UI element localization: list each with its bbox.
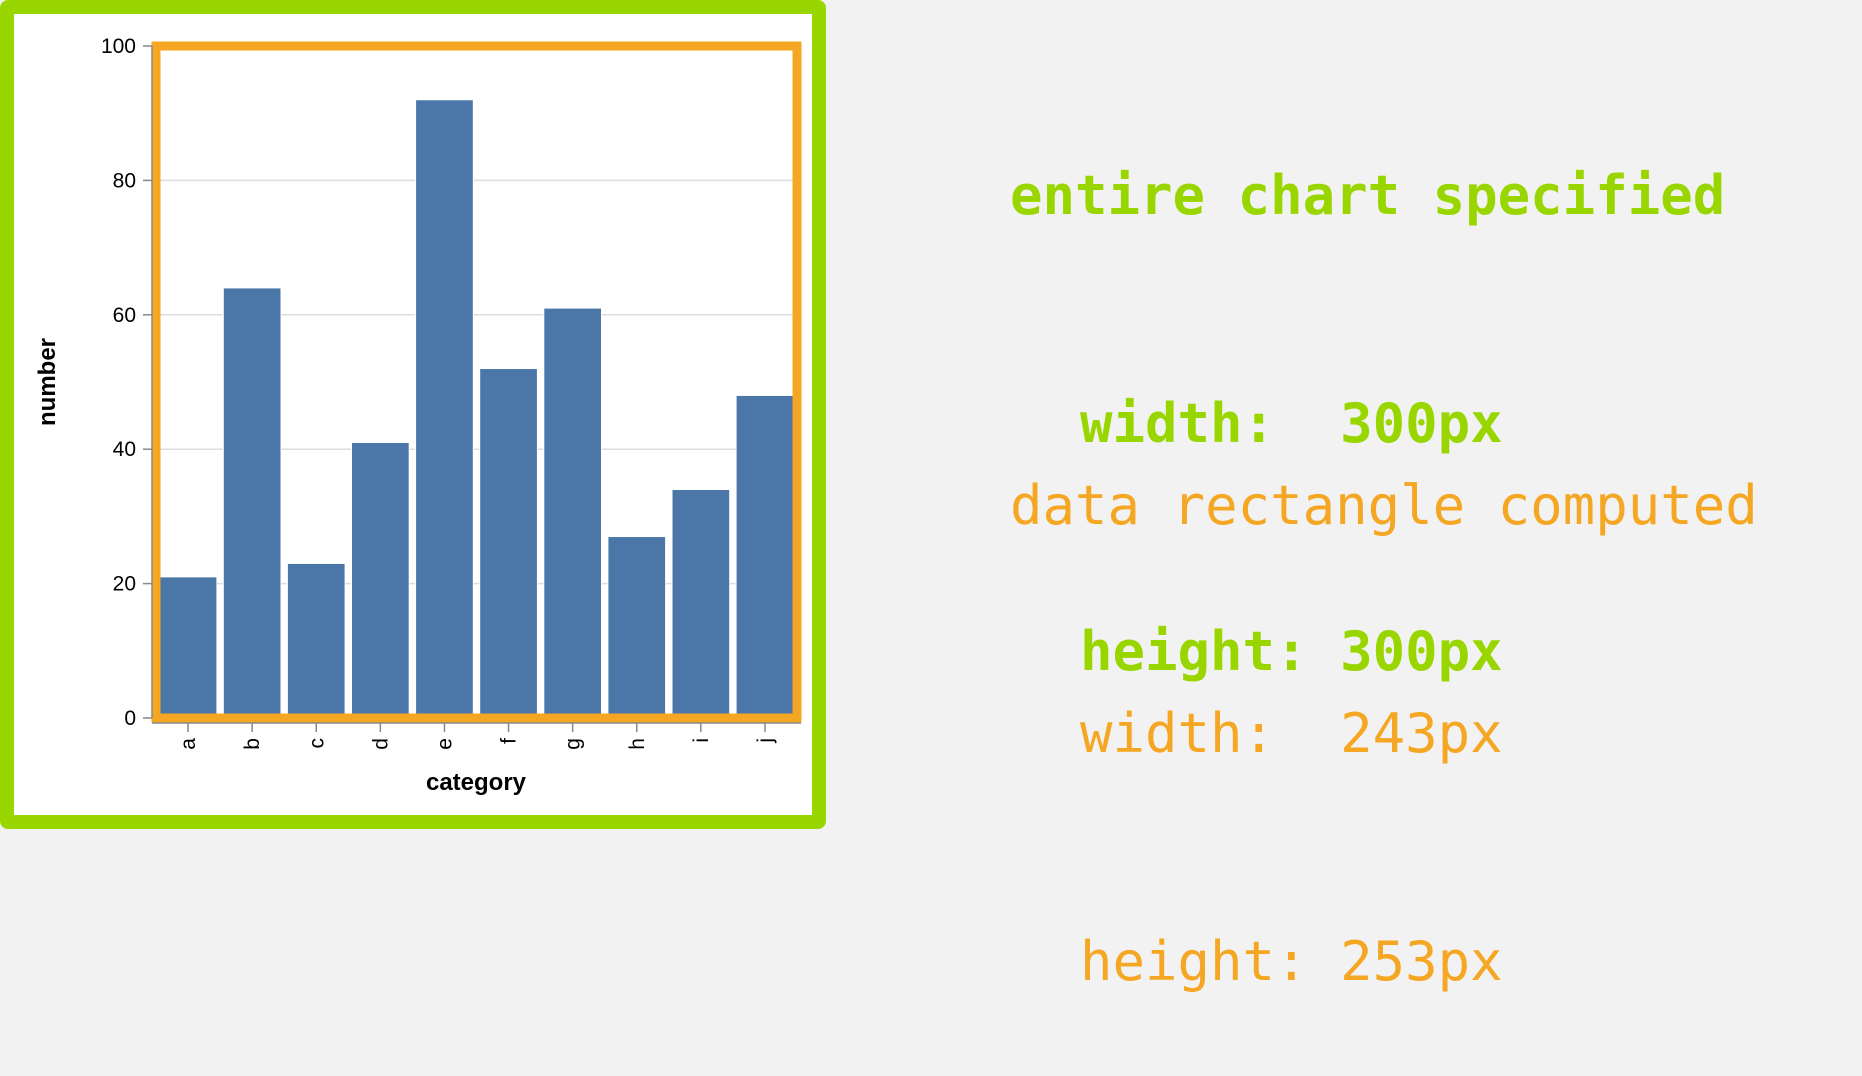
y-axis-title: number	[34, 338, 61, 426]
computed-heading: data rectangle computed	[1010, 474, 1758, 537]
specified-size-note: entire chart specified width: 300px heig…	[1010, 6, 1725, 766]
y-tick-label: 20	[113, 573, 136, 596]
data-rectangle-outline	[151, 41, 802, 723]
x-tick-label: h	[626, 738, 649, 750]
bar-g	[543, 307, 602, 719]
x-tick-label: c	[305, 738, 328, 749]
bar-b	[222, 287, 282, 719]
specified-heading: entire chart specified	[1010, 164, 1726, 227]
y-tick-label: 0	[124, 707, 136, 730]
specified-height: height: 300px	[1080, 620, 1503, 683]
specified-width: width: 300px	[1080, 392, 1503, 455]
y-tick-label: 100	[101, 35, 136, 58]
bar-a	[158, 576, 218, 719]
bar-i	[671, 489, 731, 719]
chart-frame	[0, 0, 826, 829]
y-tick-label: 60	[113, 304, 136, 327]
x-axis-title: category	[426, 769, 527, 796]
y-tick-label: 40	[113, 438, 136, 461]
y-tick-label: 80	[113, 169, 136, 192]
computed-width: width: 243px	[1080, 702, 1503, 765]
bar-c	[286, 562, 346, 719]
bar-j	[735, 394, 795, 719]
bar-chart: 0 20 40 60 80 100 a b c d e f g h i j category number	[34, 35, 802, 796]
bar-d	[351, 441, 410, 719]
computed-size-note: data rectangle computed width: 243px hei…	[1010, 316, 1758, 1076]
x-tick-label: b	[241, 738, 264, 750]
x-tick-label: i	[690, 738, 713, 743]
bar-h	[607, 536, 667, 719]
x-tick-label: e	[433, 738, 456, 750]
x-tick-label: d	[369, 738, 392, 750]
computed-height: height: 253px	[1080, 930, 1503, 993]
x-tick-label: j	[754, 738, 777, 744]
bar-e	[415, 99, 474, 719]
x-tick-label: a	[177, 738, 200, 750]
x-tick-label: f	[498, 738, 521, 744]
bar-f	[479, 368, 538, 719]
x-tick-label: g	[562, 738, 585, 750]
